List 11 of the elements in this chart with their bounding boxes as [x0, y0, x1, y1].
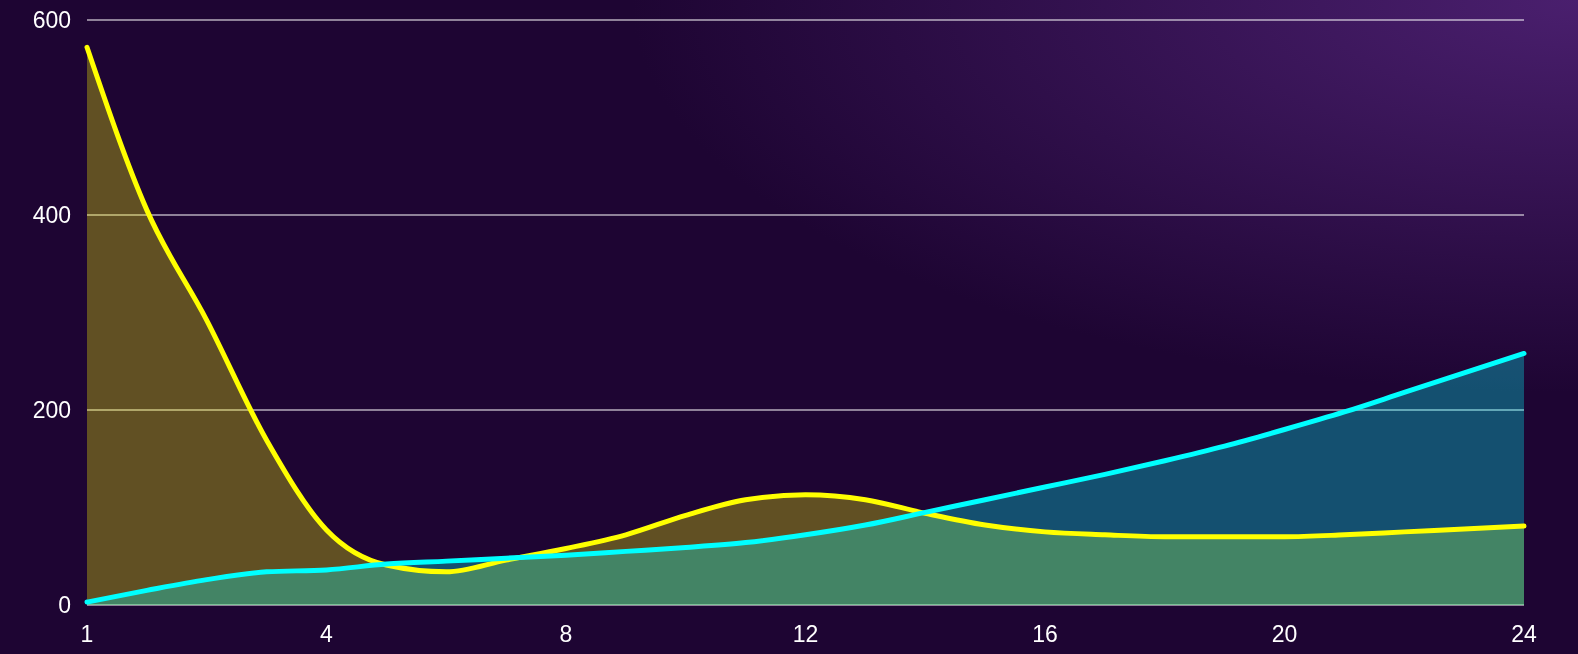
- x-tick-label: 12: [792, 621, 819, 647]
- x-tick-label: 1: [80, 621, 94, 647]
- y-tick-label: 200: [32, 397, 71, 424]
- y-tick-label: 600: [32, 7, 71, 34]
- y-tick-label: 400: [32, 202, 71, 229]
- x-tick-label: 4: [320, 621, 334, 647]
- x-tick-label: 8: [559, 621, 573, 647]
- x-tick-label: 16: [1032, 621, 1058, 647]
- x-tick-label: 20: [1271, 621, 1298, 647]
- x-tick-label: 24: [1511, 621, 1537, 647]
- y-tick-label: 0: [58, 592, 71, 619]
